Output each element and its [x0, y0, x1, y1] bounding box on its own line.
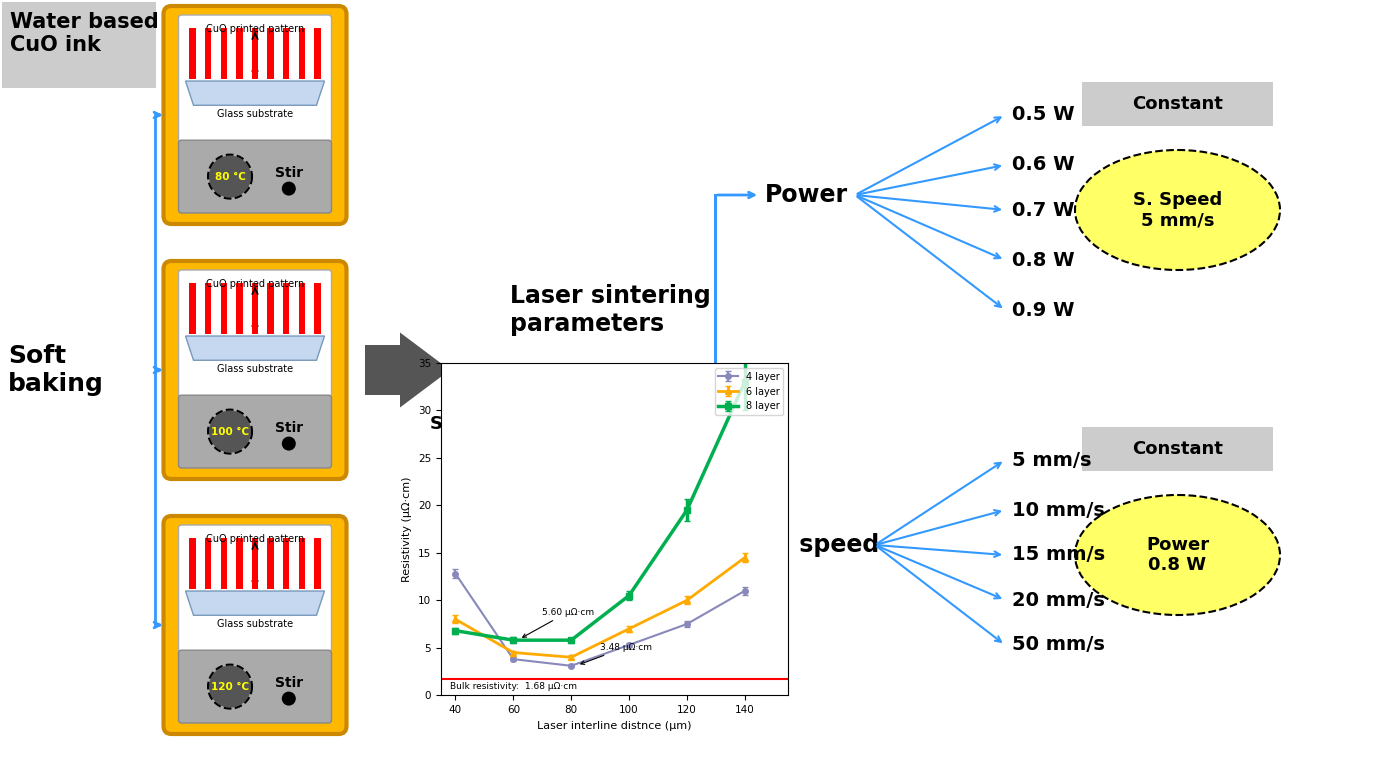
Bar: [283, 538, 290, 589]
Text: 0.9 W: 0.9 W: [1012, 300, 1075, 319]
Bar: [237, 538, 242, 589]
Bar: [252, 283, 258, 334]
Bar: [189, 538, 196, 589]
Text: Laser sintering
parameters: Laser sintering parameters: [510, 284, 711, 336]
Bar: [315, 283, 321, 334]
Legend: 4 layer, 6 layer, 8 layer: 4 layer, 6 layer, 8 layer: [714, 367, 784, 416]
Text: 100 °C: 100 °C: [211, 426, 249, 436]
Text: S. speed: S. speed: [764, 533, 879, 557]
Bar: [204, 538, 211, 589]
Bar: [298, 538, 305, 589]
Bar: [298, 283, 305, 334]
Bar: [283, 28, 290, 79]
Bar: [315, 28, 321, 79]
Text: Scan spacing 60 μm: Scan spacing 60 μm: [430, 415, 631, 433]
FancyBboxPatch shape: [179, 525, 332, 652]
Polygon shape: [185, 336, 325, 361]
FancyBboxPatch shape: [1082, 82, 1273, 126]
Text: Constant: Constant: [1133, 95, 1224, 113]
FancyBboxPatch shape: [1, 2, 155, 88]
Text: 0.5 W: 0.5 W: [1012, 105, 1075, 125]
Bar: [267, 28, 274, 79]
Text: 15 mm/s: 15 mm/s: [1012, 545, 1105, 565]
Bar: [267, 538, 274, 589]
Bar: [315, 538, 321, 589]
Bar: [221, 283, 227, 334]
Text: 0.7 W: 0.7 W: [1012, 200, 1075, 219]
Y-axis label: Resistivity (μΩ·cm): Resistivity (μΩ·cm): [402, 476, 413, 582]
Text: Water based
CuO ink: Water based CuO ink: [10, 12, 158, 55]
Text: 10 mm/s: 10 mm/s: [1012, 500, 1105, 520]
Text: 3.48 μΩ·cm: 3.48 μΩ·cm: [581, 643, 652, 665]
FancyBboxPatch shape: [179, 15, 332, 142]
Text: 0.8 W: 0.8 W: [1012, 251, 1075, 270]
Text: 120 °C: 120 °C: [211, 681, 249, 691]
Text: Bulk resistivity:  1.68 μΩ·cm: Bulk resistivity: 1.68 μΩ·cm: [449, 682, 577, 691]
Circle shape: [209, 665, 251, 707]
Text: Stir: Stir: [274, 166, 302, 180]
Text: Glass substrate: Glass substrate: [217, 364, 293, 374]
Text: Stir: Stir: [274, 421, 302, 435]
Text: Constant: Constant: [1133, 440, 1224, 458]
Bar: [267, 283, 274, 334]
FancyBboxPatch shape: [179, 270, 332, 397]
Text: CuO printed pattern: CuO printed pattern: [206, 279, 304, 289]
Text: S. Speed
5 mm/s: S. Speed 5 mm/s: [1133, 190, 1222, 229]
Bar: [298, 28, 305, 79]
Text: Power
0.8 W: Power 0.8 W: [1147, 536, 1210, 575]
FancyArrow shape: [365, 332, 449, 407]
FancyBboxPatch shape: [179, 395, 332, 468]
Text: 5 mm/s: 5 mm/s: [1012, 451, 1092, 470]
Bar: [252, 538, 258, 589]
X-axis label: Laser interline distnce (μm): Laser interline distnce (μm): [538, 720, 692, 730]
Bar: [204, 28, 211, 79]
FancyBboxPatch shape: [164, 6, 347, 224]
Text: Glass substrate: Glass substrate: [217, 109, 293, 119]
Polygon shape: [185, 81, 325, 105]
FancyBboxPatch shape: [1082, 427, 1273, 471]
Circle shape: [209, 156, 251, 198]
FancyBboxPatch shape: [164, 261, 347, 479]
Text: Power: Power: [764, 183, 848, 207]
Bar: [237, 28, 242, 79]
Bar: [237, 283, 242, 334]
Polygon shape: [185, 591, 325, 615]
Text: Soft
baking: Soft baking: [8, 344, 104, 396]
FancyBboxPatch shape: [179, 650, 332, 723]
Bar: [221, 28, 227, 79]
Text: 20 mm/s: 20 mm/s: [1012, 591, 1105, 610]
Bar: [189, 283, 196, 334]
Text: Stir: Stir: [274, 675, 302, 690]
Ellipse shape: [1075, 150, 1280, 270]
Text: 50 mm/s: 50 mm/s: [1012, 636, 1105, 655]
Circle shape: [281, 691, 295, 706]
FancyBboxPatch shape: [164, 516, 347, 734]
Ellipse shape: [1075, 495, 1280, 615]
Text: CuO printed pattern: CuO printed pattern: [206, 24, 304, 34]
Circle shape: [281, 182, 295, 196]
Text: 0.6 W: 0.6 W: [1012, 156, 1075, 174]
FancyBboxPatch shape: [179, 141, 332, 213]
Text: 5.60 μΩ·cm: 5.60 μΩ·cm: [522, 607, 595, 637]
Bar: [283, 283, 290, 334]
Bar: [221, 538, 227, 589]
Bar: [252, 28, 258, 79]
Text: Glass substrate: Glass substrate: [217, 620, 293, 630]
Bar: [204, 283, 211, 334]
Bar: [189, 28, 196, 79]
Text: CuO printed pattern: CuO printed pattern: [206, 534, 304, 544]
Circle shape: [209, 410, 251, 452]
Circle shape: [281, 436, 295, 451]
Text: 80 °C: 80 °C: [214, 172, 245, 182]
